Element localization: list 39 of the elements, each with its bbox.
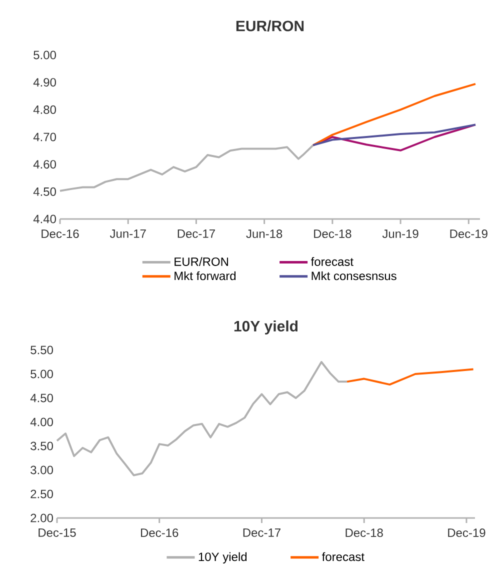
chart-title: 10Y yield: [234, 320, 298, 334]
y-tick-label: 4.50: [30, 394, 53, 402]
y-tick-label: 4.80: [33, 105, 56, 114]
y-tick-label: 3.50: [30, 442, 53, 450]
x-tick-label: Jun-18: [246, 230, 282, 238]
x-tick-label: Dec-17: [178, 230, 215, 238]
legend-label: Mkt forward: [174, 271, 236, 280]
x-tick-label: Dec-15: [38, 528, 76, 537]
y-tick-label: 4.40: [33, 214, 56, 224]
y-tick-label: 5.00: [30, 370, 53, 378]
x-tick-label: Jun-17: [110, 230, 146, 238]
y-tick-label: 5.50: [30, 346, 53, 354]
x-tick-label: Dec-17: [243, 528, 280, 537]
x-tick-label: Dec-16: [141, 528, 178, 538]
y-tick-label: 4.90: [33, 78, 56, 87]
y-tick-label: 4.50: [33, 187, 56, 196]
legend-label: 10Y yield: [198, 552, 247, 564]
y-tick-label: 3.00: [30, 466, 53, 474]
line-series: [346, 368, 474, 386]
y-tick-label: 2.50: [30, 490, 53, 498]
line-series: [312, 82, 476, 146]
x-tick-label: Dec-19: [448, 528, 486, 538]
legend-label: Mkt consesnsus: [312, 271, 396, 280]
y-tick-label: 2.00: [30, 514, 53, 522]
x-tick-label: Dec-16: [42, 230, 79, 238]
line-series: [312, 124, 476, 146]
x-tick-label: Dec-19: [450, 230, 488, 238]
y-tick-label: 4.60: [33, 160, 56, 169]
legend-label: forecast: [322, 552, 364, 562]
legend-label: EUR/RON: [174, 257, 228, 266]
y-tick-label: 4.00: [30, 418, 53, 426]
x-tick-label: Dec-18: [346, 528, 383, 538]
y-tick-label: 4.70: [33, 132, 56, 142]
chart-title: EUR/RON: [236, 20, 304, 32]
legend-label: forecast: [310, 257, 354, 266]
x-tick-label: Dec-18: [314, 230, 352, 238]
line-series: [56, 360, 348, 476]
y-tick-label: 5.00: [34, 50, 56, 60]
x-tick-label: Jun-19: [382, 230, 418, 238]
